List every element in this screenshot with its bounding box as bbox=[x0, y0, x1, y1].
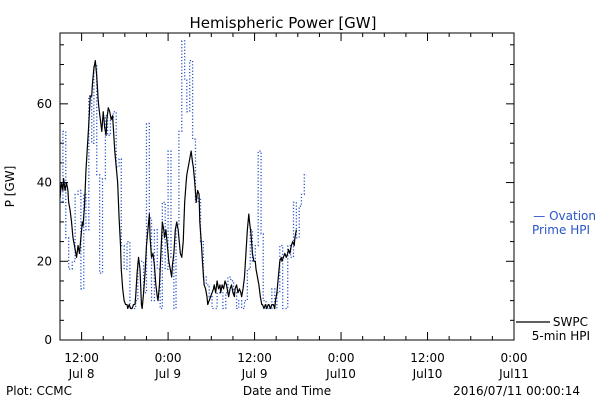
x-tick-date-label: Jul 9 bbox=[241, 367, 268, 381]
y-tick-label: 60 bbox=[37, 97, 52, 111]
series-swpc-5min-hpi bbox=[59, 59, 297, 310]
y-axis: 0 20 40 60 bbox=[37, 44, 514, 347]
legend-swpc-line2: 5-min HPI bbox=[532, 329, 590, 343]
footer-plot-credit: Plot: CCMC bbox=[6, 384, 72, 398]
x-tick-time-label: 12:00 bbox=[64, 351, 99, 365]
x-tick-date-label: Jul 9 bbox=[154, 367, 181, 381]
legend-ovation-line2: Prime HPI bbox=[532, 223, 590, 237]
footer-timestamp: 2016/07/11 00:00:14 bbox=[453, 384, 580, 398]
y-tick-label: 40 bbox=[37, 176, 52, 190]
chart-title: Hemispheric Power [GW] bbox=[190, 14, 377, 32]
x-tick-time-label: 12:00 bbox=[237, 351, 272, 365]
x-tick-time-label: 0:00 bbox=[328, 351, 355, 365]
x-tick-date-label: Jul11 bbox=[498, 367, 529, 381]
x-tick-time-label: 0:00 bbox=[155, 351, 182, 365]
x-tick-date-label: Jul10 bbox=[412, 367, 443, 381]
series-ovation-prime-hpi bbox=[60, 40, 307, 310]
x-tick-date-label: Jul10 bbox=[325, 367, 356, 381]
series-layer bbox=[59, 40, 307, 310]
plot-frame bbox=[59, 32, 515, 341]
x-tick-time-label: 0:00 bbox=[501, 351, 528, 365]
y-tick-label: 20 bbox=[37, 254, 52, 268]
x-axis: 12:00 Jul 8 0:00 Jul 9 12:00 Jul 9 0:00 Jul10 12… bbox=[59, 33, 529, 381]
x-tick-time-label: 12:00 bbox=[410, 351, 445, 365]
x-axis-label: Date and Time bbox=[243, 384, 331, 398]
x-tick-date-label: Jul 8 bbox=[68, 367, 95, 381]
legend-swpc-line1: SWPC bbox=[553, 315, 588, 329]
legend-ovation-line1: — Ovation bbox=[533, 209, 596, 223]
y-axis-label: P [GW] bbox=[3, 166, 17, 208]
y-tick-label: 0 bbox=[44, 333, 52, 347]
